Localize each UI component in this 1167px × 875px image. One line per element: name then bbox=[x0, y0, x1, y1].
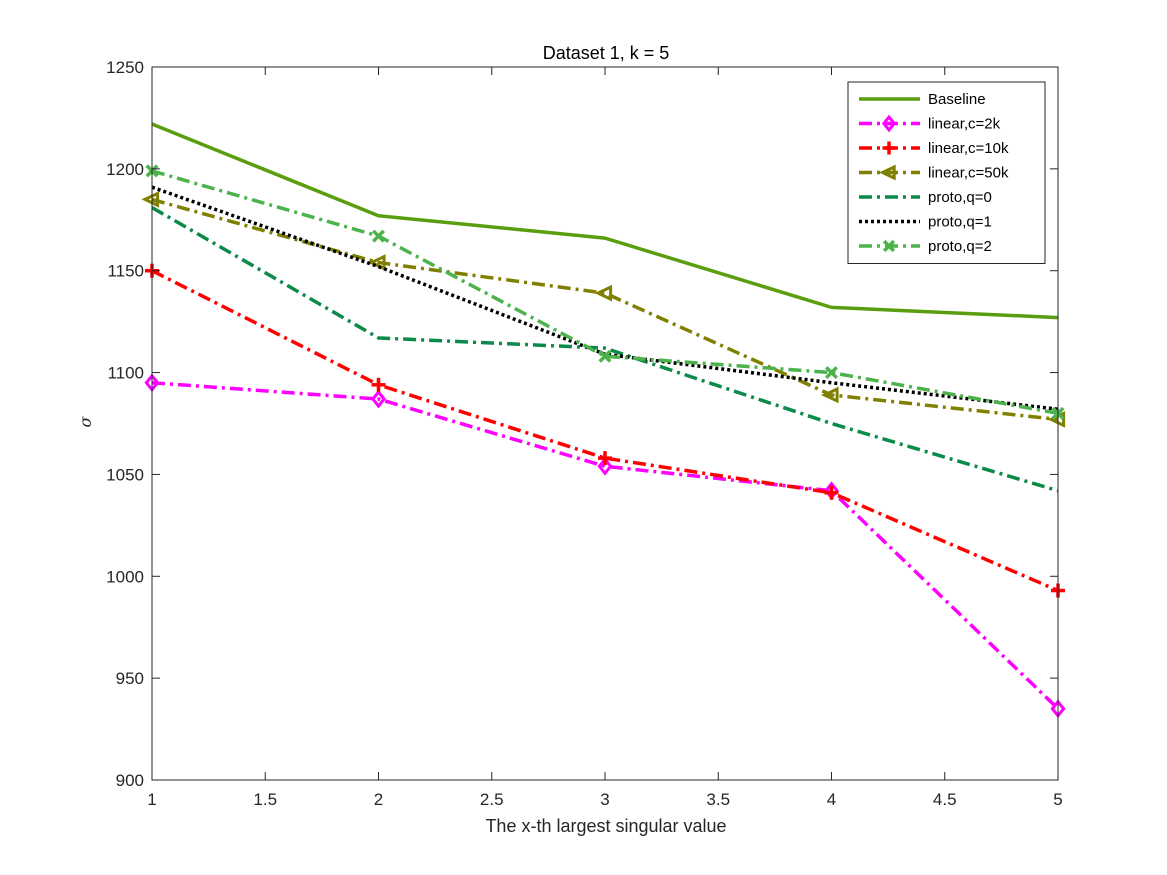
series-line-linear-c-50k bbox=[151, 197, 1059, 422]
x-tick-label: 1.5 bbox=[253, 790, 277, 809]
series-linear-c-50k bbox=[141, 191, 1066, 428]
legend-label-linear-c-50k: linear,c=50k bbox=[928, 165, 1009, 182]
series-line-baseline bbox=[151, 122, 1059, 320]
series-proto-q-0 bbox=[151, 206, 1059, 493]
legend-item-linear-c-50k: linear,c=50k bbox=[859, 165, 1009, 182]
x-tick-label: 1 bbox=[147, 790, 156, 809]
legend-marker-linear-c-2k bbox=[881, 114, 897, 133]
legend-marker-linear-c-10k bbox=[882, 141, 896, 155]
legend-label-proto-q-0: proto,q=0 bbox=[928, 189, 992, 206]
y-tick-label: 1050 bbox=[106, 465, 144, 484]
legend-label-proto-q-1: proto,q=1 bbox=[928, 214, 992, 231]
legend-label-baseline: Baseline bbox=[928, 91, 986, 108]
data-point-proto-q-2-2 bbox=[372, 229, 385, 243]
legend-item-linear-c-10k: linear,c=10k bbox=[859, 140, 1009, 157]
y-tick-label: 1000 bbox=[106, 567, 144, 586]
x-tick-label: 3 bbox=[600, 790, 609, 809]
legend-item-proto-q-1: proto,q=1 bbox=[859, 214, 992, 231]
x-axis-label: The x-th largest singular value bbox=[485, 816, 726, 836]
data-point-linear-c-10k-3 bbox=[598, 451, 612, 466]
data-point-linear-c-50k-4 bbox=[820, 386, 839, 404]
legend-marker-linear-c-50k bbox=[878, 164, 896, 181]
legend-label-linear-c-2k: linear,c=2k bbox=[928, 116, 1001, 133]
y-tick-label: 1100 bbox=[107, 364, 144, 383]
legend-label-linear-c-10k: linear,c=10k bbox=[928, 140, 1009, 157]
y-tick-label: 1250 bbox=[106, 58, 144, 77]
x-tick-label: 2 bbox=[374, 790, 383, 809]
y-axis-label: σ bbox=[76, 415, 95, 427]
series-baseline bbox=[151, 122, 1059, 320]
data-point-linear-c-2k-2 bbox=[370, 389, 387, 409]
series-line-proto-q-0 bbox=[151, 206, 1059, 493]
y-tick-label: 900 bbox=[116, 771, 144, 790]
data-point-linear-c-50k-2 bbox=[367, 254, 386, 271]
y-tick-label: 1150 bbox=[107, 262, 144, 281]
data-point-proto-q-2-4 bbox=[825, 366, 838, 380]
data-point-linear-c-10k-4 bbox=[824, 485, 839, 500]
chart-title: Dataset 1, k = 5 bbox=[543, 43, 670, 63]
y-tick-label: 950 bbox=[116, 669, 144, 688]
legend-item-baseline: Baseline bbox=[859, 91, 986, 108]
data-point-linear-c-2k-3 bbox=[597, 456, 613, 476]
x-tick-label: 2.5 bbox=[480, 790, 504, 809]
x-tick-label: 3.5 bbox=[706, 790, 730, 809]
data-point-proto-q-2-3 bbox=[598, 349, 612, 363]
legend-item-linear-c-2k: linear,c=2k bbox=[859, 114, 1001, 133]
x-tick-label: 4.5 bbox=[933, 790, 957, 809]
x-tick-label: 4 bbox=[827, 790, 836, 809]
legend: Baseline linear,c=2k linear,c=10k linear,c=… bbox=[847, 81, 1046, 264]
legend-label-proto-q-2: proto,q=2 bbox=[928, 238, 992, 255]
data-point-linear-c-50k-3 bbox=[594, 284, 613, 302]
legend-item-proto-q-2: proto,q=2 bbox=[859, 238, 992, 255]
legend-item-proto-q-0: proto,q=0 bbox=[859, 189, 992, 206]
series-line-proto-q-2 bbox=[151, 169, 1059, 416]
x-tick-label: 5 bbox=[1053, 790, 1062, 809]
y-tick-label: 1200 bbox=[106, 160, 144, 179]
data-point-linear-c-50k-1 bbox=[141, 191, 160, 208]
legend-marker-proto-q-2 bbox=[882, 239, 896, 253]
data-point-linear-c-10k-2 bbox=[371, 377, 386, 392]
